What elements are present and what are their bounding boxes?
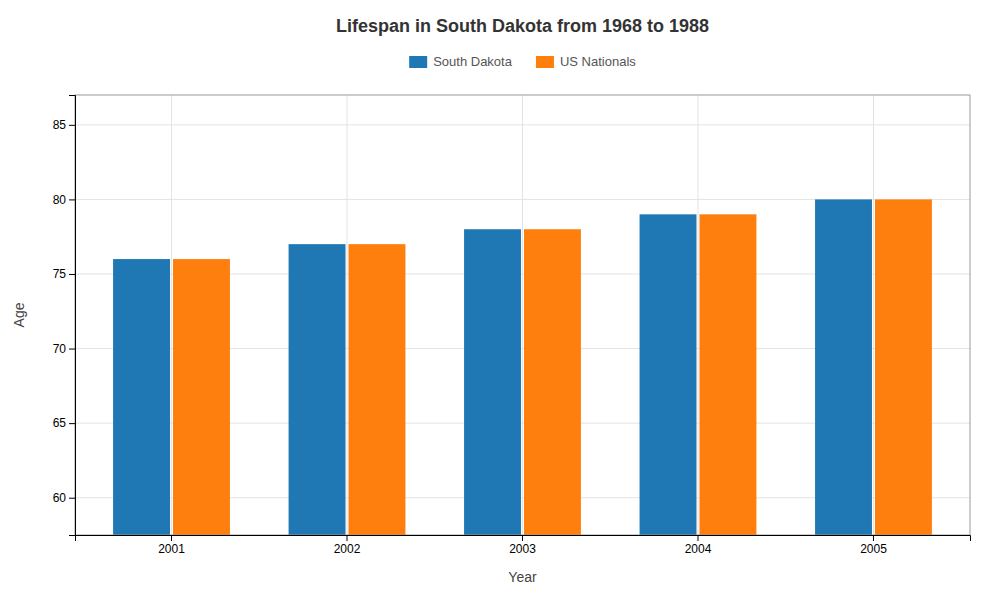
tick: 75 bbox=[53, 267, 75, 281]
y-axis-title: Age bbox=[11, 302, 27, 327]
bar bbox=[815, 199, 872, 535]
legend-label: US Nationals bbox=[560, 54, 636, 69]
tick: 65 bbox=[53, 416, 75, 430]
tick-mark bbox=[171, 535, 172, 541]
chart-svg: 60 65 70 75 80 85 2001 2002 2003 2004 2005 Lifespan… bbox=[0, 0, 1000, 600]
tick: 70 bbox=[53, 342, 75, 356]
tick: 2002 bbox=[334, 535, 361, 556]
tick: 2003 bbox=[509, 535, 536, 556]
bar bbox=[113, 259, 170, 535]
tick-mark bbox=[69, 349, 75, 350]
tick-mark bbox=[873, 535, 874, 541]
tick: 2005 bbox=[860, 535, 887, 556]
grid bbox=[75, 95, 970, 535]
bar bbox=[699, 214, 756, 535]
tick-label: 75 bbox=[53, 267, 67, 281]
tick-mark bbox=[522, 535, 523, 541]
tick-label: 80 bbox=[53, 193, 67, 207]
bar bbox=[640, 214, 697, 535]
legend-swatch bbox=[536, 56, 554, 68]
tick-mark bbox=[69, 125, 75, 126]
legend-label: South Dakota bbox=[433, 54, 513, 69]
tick-mark bbox=[69, 199, 75, 200]
bar bbox=[464, 229, 521, 535]
tick: 85 bbox=[53, 118, 75, 132]
axis-line bbox=[69, 96, 76, 536]
tick-label: 65 bbox=[53, 416, 67, 430]
legend: South Dakota US Nationals bbox=[409, 54, 636, 69]
tick-label: 2001 bbox=[158, 542, 185, 556]
bar bbox=[349, 244, 406, 535]
bar bbox=[875, 199, 932, 535]
tick-label: 85 bbox=[53, 118, 67, 132]
tick-mark bbox=[69, 498, 75, 499]
legend-item: South Dakota bbox=[409, 54, 513, 69]
tick-mark bbox=[69, 274, 75, 275]
tick-mark bbox=[697, 535, 698, 541]
bar-series bbox=[173, 199, 932, 535]
tick-mark bbox=[347, 535, 348, 541]
grid-line-x bbox=[347, 95, 348, 535]
tick-label: 60 bbox=[53, 491, 67, 505]
bars bbox=[113, 199, 932, 535]
plot-frame bbox=[75, 95, 970, 535]
bar bbox=[524, 229, 581, 535]
tick: 2001 bbox=[158, 535, 185, 556]
tick: 80 bbox=[53, 193, 75, 207]
grid-line-x bbox=[171, 95, 172, 535]
tick-label: 2002 bbox=[334, 542, 361, 556]
axis-line bbox=[76, 536, 971, 542]
bar bbox=[289, 244, 346, 535]
legend-swatch bbox=[409, 56, 427, 68]
tick-label: 2004 bbox=[685, 542, 712, 556]
x-axis: 2001 2002 2003 2004 2005 bbox=[76, 535, 971, 556]
grid-line-x bbox=[522, 95, 523, 535]
grid-line-x bbox=[697, 95, 698, 535]
x-axis-title: Year bbox=[508, 569, 537, 585]
tick-label: 2003 bbox=[509, 542, 536, 556]
tick-mark bbox=[69, 423, 75, 424]
tick-label: 70 bbox=[53, 342, 67, 356]
tick: 2004 bbox=[685, 535, 712, 556]
y-axis: 60 65 70 75 80 85 bbox=[53, 96, 76, 536]
chart-title: Lifespan in South Dakota from 1968 to 19… bbox=[336, 16, 709, 36]
bar-series bbox=[113, 199, 872, 535]
grid-line-x bbox=[873, 95, 874, 535]
legend-item: US Nationals bbox=[536, 54, 636, 69]
bar bbox=[173, 259, 230, 535]
chart-container: 60 65 70 75 80 85 2001 2002 2003 2004 2005 Lifespan… bbox=[0, 0, 1000, 600]
tick-label: 2005 bbox=[860, 542, 887, 556]
tick: 60 bbox=[53, 491, 75, 505]
